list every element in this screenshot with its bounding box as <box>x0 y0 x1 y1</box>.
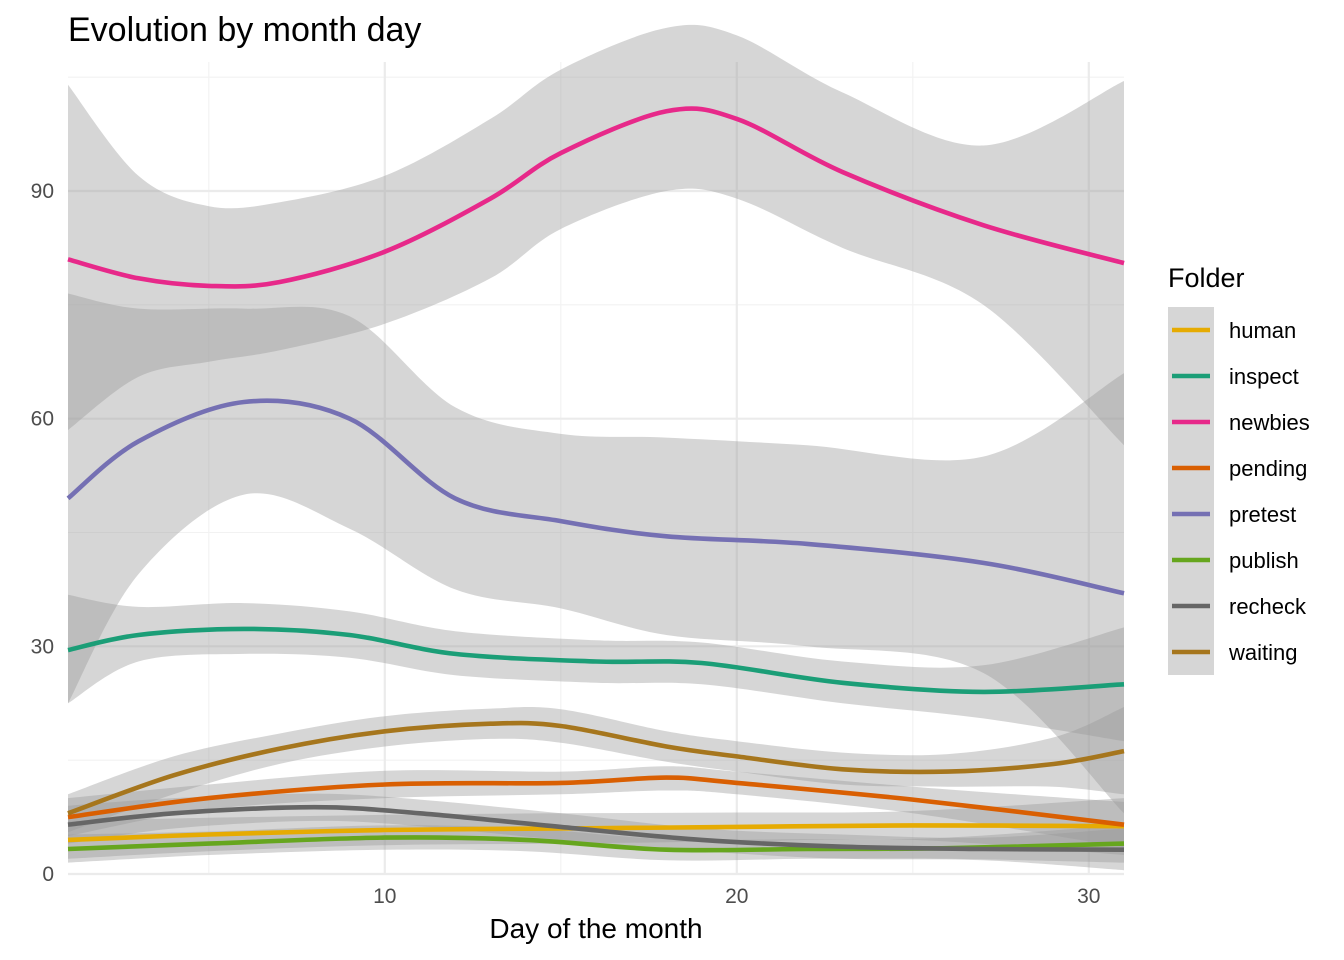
x-tick-label: 30 <box>1077 885 1100 908</box>
plot-panel <box>66 24 1125 876</box>
grid-lines <box>68 62 1124 876</box>
legend-label-newbies: newbies <box>1229 410 1310 435</box>
ribbon-pretest <box>68 293 1124 814</box>
y-tick-label: 60 <box>31 408 54 431</box>
legend-label-pending: pending <box>1229 456 1307 481</box>
y-axis-tick-labels: 0 30 60 90 <box>31 180 54 886</box>
legend-label-human: human <box>1229 318 1296 343</box>
y-tick-label: 0 <box>42 863 54 886</box>
series-line-pretest <box>66 398 1125 596</box>
legend-label-pretest: pretest <box>1229 502 1296 527</box>
legend-key-background <box>1168 307 1214 675</box>
legend-label-inspect: inspect <box>1229 364 1299 389</box>
series-lines <box>66 106 1125 853</box>
legend-items: human inspect newbies pending pretest publish… <box>1168 307 1310 675</box>
x-tick-label: 10 <box>373 885 396 908</box>
series-line-recheck <box>67 804 1125 852</box>
x-tick-label: 20 <box>725 885 748 908</box>
legend: Folder human inspect newbies pending pretest… <box>1168 263 1310 675</box>
legend-title: Folder <box>1168 263 1245 293</box>
legend-label-waiting: waiting <box>1228 640 1297 665</box>
series-line-waiting <box>67 720 1125 816</box>
chart-title: Evolution by month day <box>68 11 421 49</box>
ribbon-newbies <box>68 24 1124 446</box>
series-line-newbies <box>67 106 1125 289</box>
confidence-ribbons <box>68 24 1124 871</box>
legend-label-recheck: recheck <box>1229 594 1307 619</box>
x-axis-tick-labels: 10 20 30 <box>373 885 1100 908</box>
x-axis-title: Day of the month <box>489 913 702 944</box>
series-line-inspect <box>67 626 1125 695</box>
series-line-pending <box>67 775 1125 827</box>
y-tick-label: 30 <box>31 635 54 658</box>
y-tick-label: 90 <box>31 180 54 203</box>
legend-label-publish: publish <box>1229 548 1299 573</box>
